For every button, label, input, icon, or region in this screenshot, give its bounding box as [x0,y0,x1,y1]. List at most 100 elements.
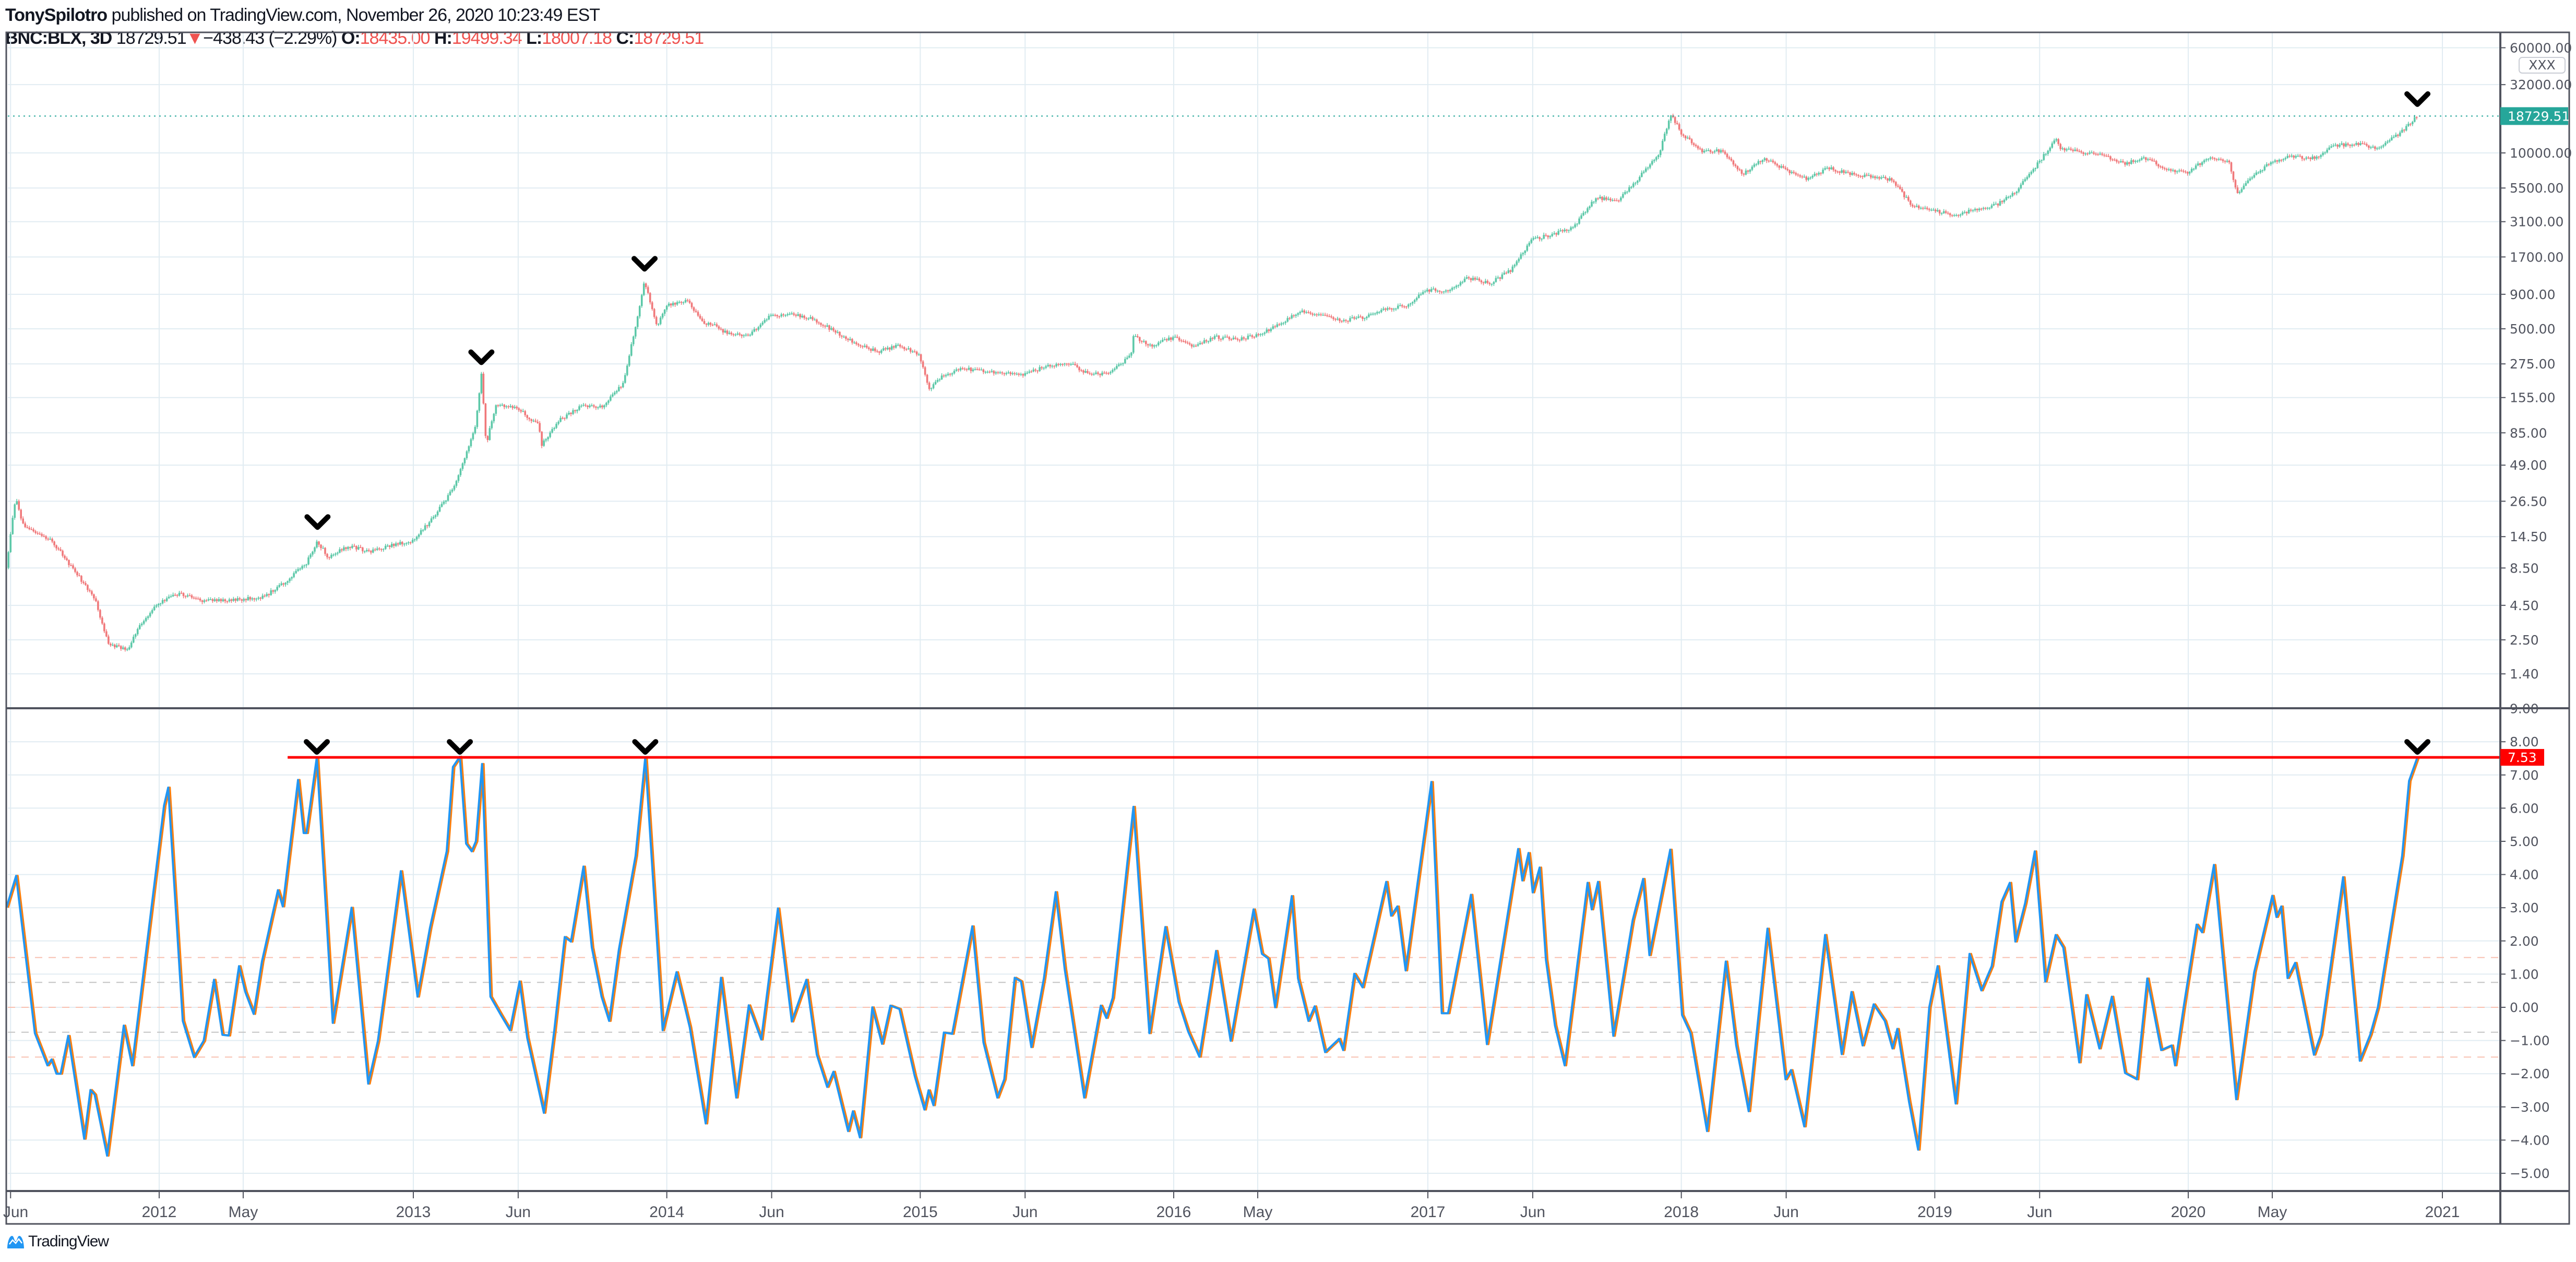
candle [1887,178,1889,181]
candle [2043,154,2045,160]
candle [553,427,555,430]
candle [1047,365,1049,366]
candle [2107,156,2109,157]
candle [2284,158,2287,159]
candle [1442,291,1445,293]
indicator-axis[interactable]: 9.00 8.00 7.00 6.00 5.00 4.00 3.00 2.00 1.00 0.00… [2500,701,2550,1181]
last-price-label: 18729.51 [2508,109,2570,124]
candle [1447,290,1449,291]
candle [566,414,568,419]
candle [2061,148,2064,149]
candle [1413,300,1416,302]
time-axis[interactable]: Jun 2012 May 2013 Jun 2014 Jun 2015 Jun 2016 May 20… [3,1191,2460,1221]
candle [745,335,747,336]
candle [2155,161,2157,165]
candle [1426,290,1428,292]
candle [663,309,666,314]
candle [741,335,743,337]
candle [2249,178,2251,181]
candle [1822,169,1824,174]
candle [1674,117,1676,123]
candle [761,322,764,325]
candle [399,542,401,545]
candle [1144,341,1147,344]
author-name[interactable]: TonySpilotro [5,5,108,25]
candle [1692,143,1695,145]
candle [1882,177,1885,178]
low-value: 18007.18 [542,28,612,48]
candle [2280,160,2283,161]
chart-frame [5,31,2570,1225]
candle [328,557,330,558]
candle [91,591,93,594]
currency-badge[interactable] [2519,57,2566,74]
candle [938,379,941,380]
candle [1405,306,1408,307]
candle [1763,158,1766,160]
candle [1797,174,1799,175]
candle [1582,212,1584,216]
candle [1376,312,1378,314]
indicator-tick-label: 5.00 [2510,834,2539,849]
candle [1917,206,1920,208]
candle [1190,344,1193,347]
candle [2355,143,2357,145]
candle [1766,158,1768,161]
candle [1364,318,1366,319]
candle [26,527,28,528]
candle [982,370,985,372]
chevron-down-icon [468,349,495,365]
candle [407,542,410,543]
tradingview-logo[interactable]: TradingView [6,1233,109,1251]
candle [2153,161,2155,162]
candle [222,599,224,601]
candle [2134,161,2137,162]
candle [2145,157,2147,160]
candle [926,375,928,383]
candle [728,332,731,334]
candle [1493,282,1495,284]
candle [782,314,785,316]
candle [1913,206,1916,207]
candle [1099,374,1101,375]
candle [818,322,820,324]
candle [1576,223,1578,225]
candle [234,599,237,601]
candle [1587,208,1589,212]
candle [472,433,474,439]
candle [357,547,360,550]
candle [1353,317,1355,319]
candle [1022,374,1024,376]
candle [1407,304,1410,307]
candle [232,599,235,601]
candle [497,405,499,406]
candle [1151,344,1153,347]
price-axis[interactable]: 60000.00 32000.00 10000.00 5500.00 3100.00 17… [2500,40,2572,682]
candle [1743,173,1745,175]
candle [1309,312,1311,314]
candle [7,552,10,568]
candle [47,539,49,540]
candle [147,616,149,618]
candle [89,590,91,591]
candle [2026,177,2029,180]
candle [2188,172,2191,174]
candle [2149,159,2151,160]
candle [866,346,868,348]
candle [945,375,947,376]
candle [1682,134,1685,136]
candle [2288,156,2291,157]
candle [249,597,252,600]
candle [339,549,341,553]
candle [822,325,824,326]
candle [349,547,351,548]
candle [864,346,866,347]
candle [2318,157,2320,158]
candle [1988,208,1991,209]
candle [1957,215,1960,216]
candle [1597,198,1599,199]
candle [2393,137,2395,138]
candle [1366,317,1368,318]
candle [1301,311,1303,312]
